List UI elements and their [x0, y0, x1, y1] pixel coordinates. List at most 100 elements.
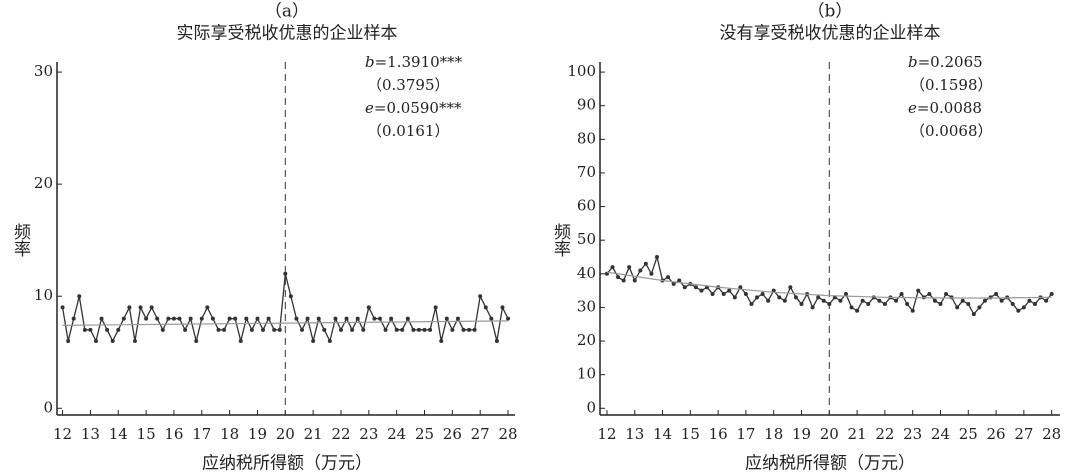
- annotation: e=0.0088: [908, 99, 982, 117]
- data-point: [616, 275, 621, 280]
- data-point: [738, 285, 743, 290]
- data-point: [627, 265, 632, 270]
- data-point: [894, 298, 899, 303]
- data-point: [777, 295, 782, 300]
- data-point: [766, 298, 771, 303]
- x-tick-label: 16: [164, 425, 183, 443]
- data-point: [138, 305, 143, 310]
- data-point: [400, 327, 405, 332]
- data-point: [305, 316, 310, 321]
- data-point: [494, 339, 499, 344]
- data-point: [693, 285, 698, 290]
- data-point: [827, 302, 832, 307]
- x-tick-label: 25: [415, 425, 434, 443]
- data-point: [866, 302, 871, 307]
- data-point: [249, 327, 254, 332]
- data-point: [654, 254, 659, 259]
- annotation: （0.0161）: [367, 122, 450, 140]
- y-axis-label: 频率: [550, 223, 571, 257]
- x-tick-label: 22: [331, 425, 350, 443]
- data-point: [283, 271, 288, 276]
- data-point: [216, 327, 221, 332]
- data-point: [755, 295, 760, 300]
- data-point: [294, 316, 299, 321]
- x-tick-label: 23: [359, 425, 378, 443]
- data-point: [316, 316, 321, 321]
- data-point: [905, 302, 910, 307]
- data-point: [149, 305, 154, 310]
- data-point: [155, 316, 160, 321]
- x-tick-label: 15: [137, 425, 156, 443]
- fit-line: [62, 320, 509, 326]
- x-tick-label: 16: [709, 425, 728, 443]
- data-point: [428, 327, 433, 332]
- data-point: [489, 316, 494, 321]
- x-tick-label: 18: [220, 425, 239, 443]
- x-tick-label: 26: [443, 425, 462, 443]
- data-point: [227, 316, 232, 321]
- data-point: [110, 339, 115, 344]
- x-tick-label: 20: [276, 425, 295, 443]
- data-point: [1021, 305, 1026, 310]
- data-point: [383, 327, 388, 332]
- data-point: [843, 291, 848, 296]
- data-point: [971, 312, 976, 317]
- data-point: [355, 316, 360, 321]
- data-point: [350, 327, 355, 332]
- data-point: [788, 285, 793, 290]
- data-point: [194, 339, 199, 344]
- data-point: [338, 327, 343, 332]
- data-point: [93, 339, 98, 344]
- data-point: [632, 278, 637, 283]
- data-point: [899, 291, 904, 296]
- x-tick-label: 21: [848, 425, 867, 443]
- x-tick-label: 12: [53, 425, 72, 443]
- y-tick-label: 10: [34, 286, 53, 304]
- data-point: [483, 305, 488, 310]
- x-tick-label: 21: [304, 425, 323, 443]
- data-point: [500, 305, 505, 310]
- y-tick-label: 90: [577, 96, 596, 114]
- x-axis-label: 应纳税所得额（万元）: [745, 454, 915, 474]
- data-point: [1016, 308, 1021, 313]
- x-tick-label: 23: [903, 425, 922, 443]
- data-point: [344, 316, 349, 321]
- data-point: [160, 327, 165, 332]
- y-tick-label: 40: [577, 264, 596, 282]
- data-point: [233, 316, 238, 321]
- data-point: [327, 339, 332, 344]
- data-point: [177, 316, 182, 321]
- y-tick-label: 60: [577, 197, 596, 215]
- data-point: [671, 281, 676, 286]
- data-point: [838, 298, 843, 303]
- data-point: [105, 327, 110, 332]
- panel-label: （a）: [265, 2, 309, 22]
- y-tick-label: 20: [34, 174, 53, 192]
- data-point: [416, 327, 421, 332]
- data-point: [949, 295, 954, 300]
- x-tick-label: 28: [498, 425, 517, 443]
- y-axis-label: 频率: [10, 223, 31, 257]
- data-point: [506, 316, 511, 321]
- data-point: [621, 278, 626, 283]
- data-point: [977, 305, 982, 310]
- data-point: [372, 316, 377, 321]
- data-point: [760, 291, 765, 296]
- data-point: [422, 327, 427, 332]
- data-point: [288, 294, 293, 299]
- data-point: [699, 288, 704, 293]
- data-point: [411, 327, 416, 332]
- data-point: [816, 295, 821, 300]
- y-tick-label: 100: [567, 62, 596, 80]
- x-tick-label: 25: [959, 425, 978, 443]
- data-point: [743, 291, 748, 296]
- x-tick-label: 17: [736, 425, 755, 443]
- data-point: [944, 291, 949, 296]
- data-point: [166, 316, 171, 321]
- data-point: [183, 327, 188, 332]
- data-point: [916, 288, 921, 293]
- data-point: [910, 308, 915, 313]
- annotation: （0.3795）: [367, 76, 450, 94]
